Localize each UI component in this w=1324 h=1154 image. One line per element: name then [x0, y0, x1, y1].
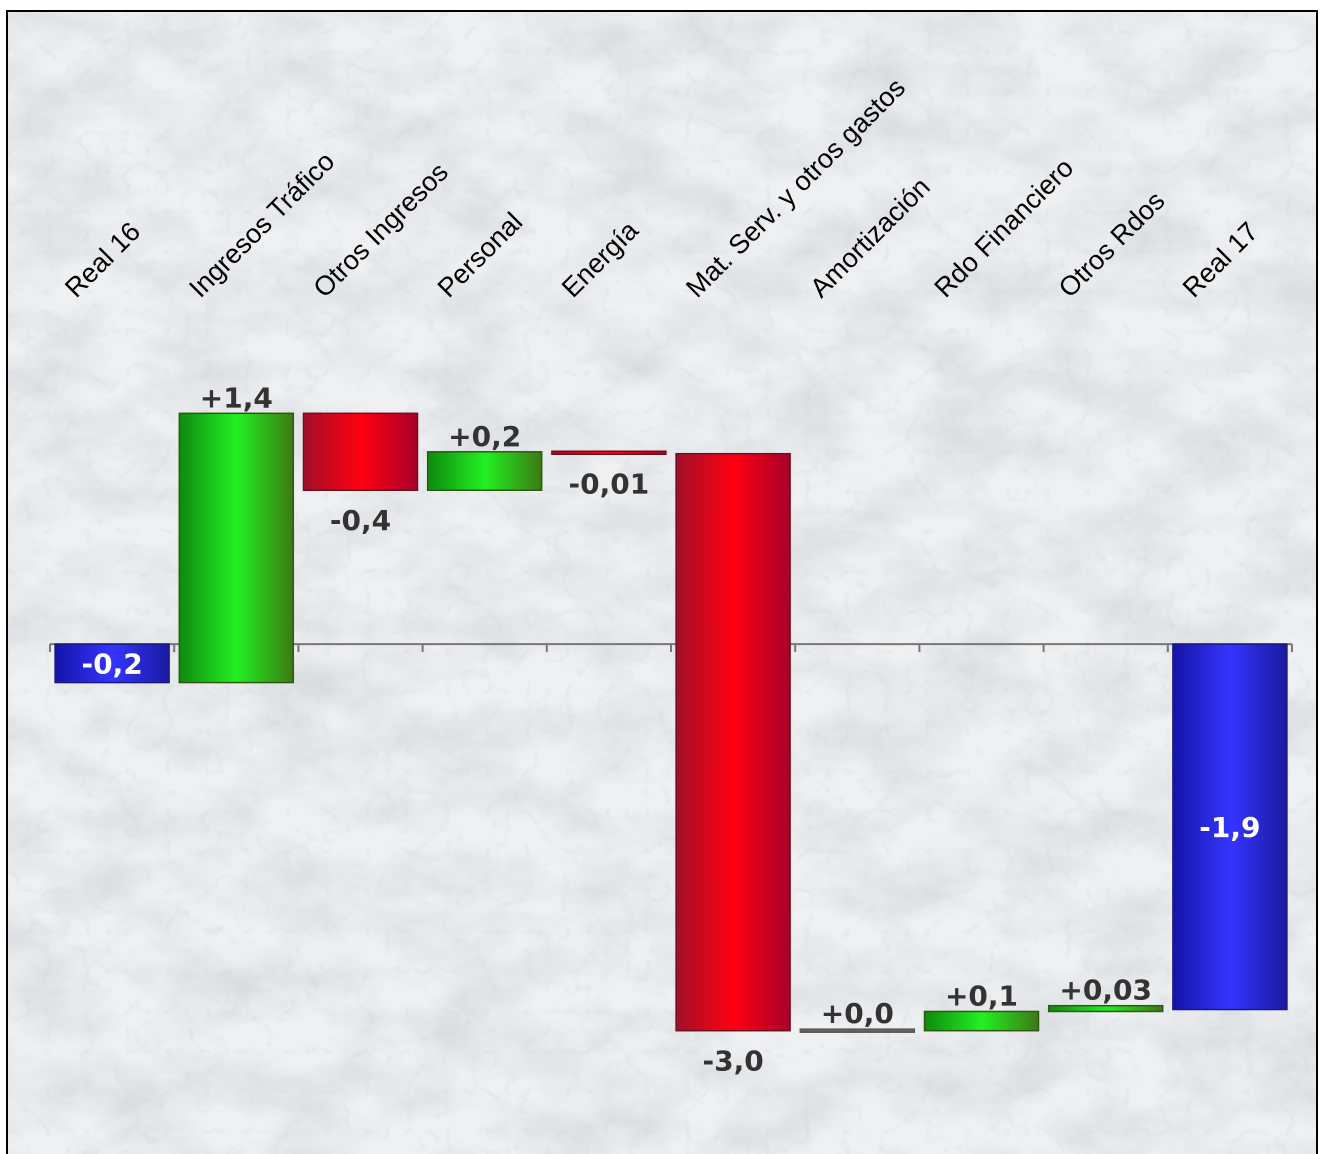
bar-decrease: [551, 450, 667, 455]
bar-increase: [426, 451, 543, 491]
value-label: -0,01: [569, 468, 650, 501]
value-label: +0,2: [448, 420, 521, 453]
value-label: -0,4: [330, 504, 391, 537]
value-label: +0,0: [821, 997, 894, 1030]
bar-increase: [178, 412, 295, 684]
waterfall-chart: -0,2 +1,4 -0,4 +0,2 -0,01 -3,0 +0,0 +0,1 +0,03 -1…: [8, 12, 1316, 1154]
bar-increase: [1047, 1004, 1164, 1013]
value-labels: -0,2 +1,4 -0,4 +0,2 -0,01 -3,0 +0,0 +0,1 +0,03 -1…: [81, 381, 1260, 1077]
bar-increase: [923, 1010, 1040, 1032]
bar-decrease: [302, 412, 419, 491]
value-label: -0,2: [81, 647, 142, 680]
chart-frame: -0,2 +1,4 -0,4 +0,2 -0,01 -3,0 +0,0 +0,1 +0,03 -1…: [6, 10, 1318, 1154]
bar-decrease: [675, 452, 791, 1032]
bars: [54, 412, 1288, 1033]
bar-total: [1172, 643, 1288, 1011]
value-label: +0,1: [945, 979, 1018, 1012]
value-label: -1,9: [1199, 811, 1260, 844]
value-label: +0,03: [1059, 974, 1152, 1007]
value-label: -3,0: [702, 1045, 763, 1078]
bar-increase: [799, 1028, 916, 1033]
value-label: +1,4: [200, 381, 273, 414]
bar-total: [54, 643, 170, 684]
marble-background: [8, 12, 1316, 1154]
